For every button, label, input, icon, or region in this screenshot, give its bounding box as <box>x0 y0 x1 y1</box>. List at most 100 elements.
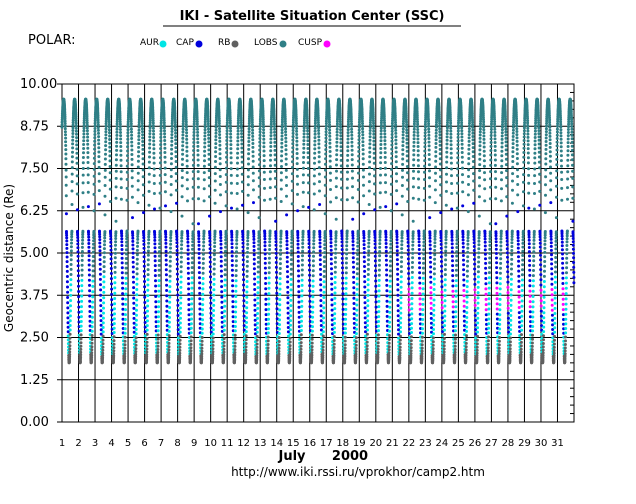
data-point <box>158 264 161 267</box>
data-point <box>379 181 382 184</box>
data-point <box>312 239 315 242</box>
data-point <box>325 133 328 136</box>
data-point <box>422 282 425 285</box>
data-point <box>257 256 260 259</box>
data-point <box>300 341 303 344</box>
data-point <box>247 144 250 147</box>
data-point <box>193 131 196 134</box>
data-point <box>251 126 254 129</box>
data-point <box>214 155 217 158</box>
data-point <box>70 263 73 266</box>
data-point <box>278 298 281 301</box>
data-point <box>412 177 415 180</box>
data-point <box>169 265 172 268</box>
data-point <box>116 128 119 131</box>
data-point <box>308 284 311 287</box>
data-point <box>154 300 157 303</box>
data-point <box>121 266 124 269</box>
data-point <box>353 302 356 305</box>
data-point <box>202 262 205 265</box>
data-point <box>308 295 311 298</box>
data-point <box>182 130 185 133</box>
data-point <box>300 348 303 351</box>
data-point <box>134 347 137 350</box>
data-point <box>157 329 160 332</box>
data-point <box>362 153 365 156</box>
data-point <box>125 272 128 275</box>
data-point <box>146 310 149 313</box>
data-point <box>114 237 117 240</box>
data-point <box>278 336 281 339</box>
data-point <box>406 154 409 157</box>
data-point <box>170 140 173 143</box>
data-point <box>220 275 223 278</box>
data-point <box>154 305 157 308</box>
data-point <box>374 243 377 246</box>
data-point <box>163 147 166 150</box>
data-point <box>220 255 223 258</box>
data-point <box>246 251 249 254</box>
data-point <box>307 161 310 164</box>
data-point <box>351 177 354 180</box>
data-point <box>207 130 210 133</box>
data-point <box>363 280 366 283</box>
data-point <box>71 155 74 158</box>
data-point <box>132 266 135 269</box>
data-point <box>395 151 398 154</box>
data-point <box>262 123 265 126</box>
data-point <box>330 293 333 296</box>
data-point <box>219 239 222 242</box>
data-point <box>104 153 107 156</box>
data-point <box>307 167 310 170</box>
data-point <box>71 151 74 154</box>
data-point <box>88 284 91 287</box>
data-point <box>209 247 212 250</box>
data-point <box>93 136 96 139</box>
data-point <box>413 125 416 128</box>
data-point <box>258 230 261 233</box>
data-point <box>291 180 294 183</box>
data-point <box>87 173 90 176</box>
data-point <box>399 307 402 310</box>
data-point <box>374 250 377 253</box>
data-point <box>132 291 135 294</box>
data-point <box>352 286 355 289</box>
data-point <box>231 300 234 303</box>
data-point <box>209 261 212 264</box>
data-point <box>400 270 403 273</box>
data-point <box>406 142 409 145</box>
data-point <box>373 147 376 150</box>
data-point <box>313 140 316 143</box>
data-point <box>247 152 250 155</box>
data-point <box>416 125 419 128</box>
data-point <box>356 293 359 296</box>
data-point <box>137 179 140 182</box>
data-point <box>388 321 391 324</box>
data-point <box>186 171 189 174</box>
data-point <box>98 202 101 205</box>
data-point <box>385 242 388 245</box>
data-point <box>175 189 178 192</box>
data-point <box>190 322 193 325</box>
data-point <box>209 302 212 305</box>
data-point <box>99 273 102 276</box>
data-point <box>410 312 413 315</box>
data-point <box>192 170 195 173</box>
data-point <box>103 265 106 268</box>
data-point <box>397 324 400 327</box>
data-point <box>253 245 256 248</box>
data-point <box>219 183 222 186</box>
data-point <box>145 348 148 351</box>
data-point <box>235 269 238 272</box>
data-point <box>104 195 107 198</box>
data-point <box>262 128 265 131</box>
data-point <box>125 237 128 240</box>
data-point <box>120 170 123 173</box>
data-point <box>157 310 160 313</box>
data-point <box>156 348 159 351</box>
data-point <box>105 127 108 130</box>
data-point <box>187 253 190 256</box>
data-point <box>407 272 410 275</box>
data-point <box>366 304 369 307</box>
data-point <box>308 300 311 303</box>
